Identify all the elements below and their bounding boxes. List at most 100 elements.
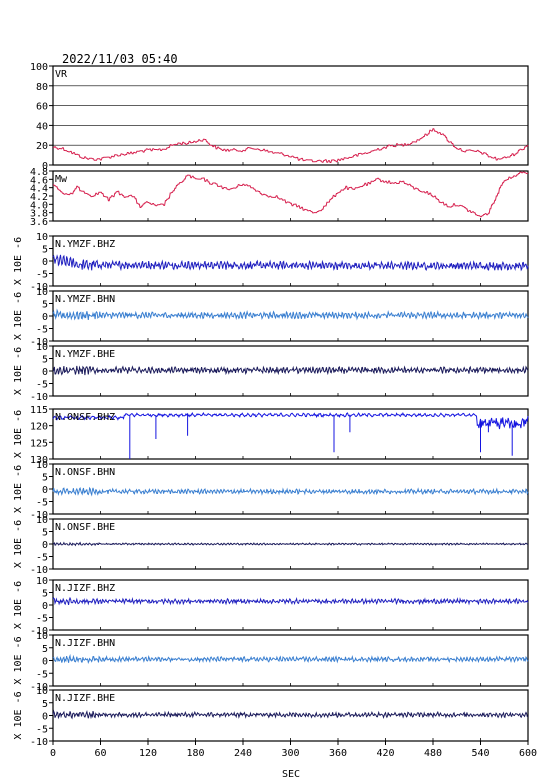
y-tick-label: 100 xyxy=(30,62,48,73)
y-tick-label: 0 xyxy=(42,485,48,496)
y-tick-label: 10 xyxy=(36,631,48,642)
x-tick-label: 180 xyxy=(186,748,204,759)
figure-timestamp: 2022/11/03 05:40 xyxy=(62,52,178,66)
x-tick-label: 420 xyxy=(376,748,394,759)
y-tick-label: 4.2 xyxy=(30,192,48,203)
panel-10: 10 5 0-5 -10 N.JIZF.BHE X 10E -6 xyxy=(13,686,529,748)
y-tick-label: -5 xyxy=(36,553,48,564)
y-tick-label: -10 xyxy=(30,565,48,576)
y-tick-label: 5 xyxy=(42,589,48,600)
unit-label: X 10E -6 xyxy=(13,636,24,684)
y-tick-label: -5 xyxy=(36,498,48,509)
panel-title: VR xyxy=(55,69,68,80)
y-tick-label: 5 xyxy=(42,355,48,366)
y-tick-label: -5 xyxy=(36,380,48,391)
y-tick-label: -5 xyxy=(36,614,48,625)
x-tick-label: 480 xyxy=(424,748,442,759)
y-tick-label: 125 xyxy=(30,438,48,449)
panel-frame xyxy=(52,65,529,166)
unit-label: X 10E -6 xyxy=(13,691,24,739)
x-tick-label: 60 xyxy=(94,748,106,759)
y-tick-label: 0 xyxy=(42,367,48,378)
series-line xyxy=(52,254,529,272)
y-tick-label: 4.8 xyxy=(30,167,48,178)
y-tick-label: 5 xyxy=(42,644,48,655)
y-tick-label: 10 xyxy=(36,460,48,471)
y-tick-label: 5 xyxy=(42,528,48,539)
y-tick-label: 10 xyxy=(36,686,48,697)
panel-3: 10 50 -5-10 N.YMZF.BHN X 10E -6 xyxy=(13,287,529,348)
y-tick-label: 4.6 xyxy=(30,175,48,186)
y-tick-label: -5 xyxy=(36,724,48,735)
panel-8: 10 50 -5-10 N.JIZF.BHZ X 10E -6 xyxy=(13,576,529,637)
series-line xyxy=(52,486,529,497)
y-tick-label: 20 xyxy=(36,141,48,152)
unit-label: X 10E -6 xyxy=(13,581,24,629)
panel-2: 10 50 -5-10 N.YMZF.BHZ X 10E -6 xyxy=(13,232,529,293)
series-line xyxy=(52,308,529,321)
y-tick-label: -10 xyxy=(30,626,48,637)
y-tick-label: 0 xyxy=(42,657,48,668)
series-line xyxy=(52,365,529,376)
y-tick-label: 10 xyxy=(36,576,48,587)
station-label: N.JIZF.BHE xyxy=(55,693,115,704)
panel-frame xyxy=(52,235,529,287)
y-tick-label: 130 xyxy=(30,455,48,466)
panel-title: Mw xyxy=(55,174,68,185)
y-tick-label: 5 xyxy=(42,473,48,484)
y-tick-label: -10 xyxy=(30,737,48,748)
y-tick-label: -10 xyxy=(30,337,48,348)
panel-7: 10 50 -5-10 N.ONSF.BHE X 10E -6 xyxy=(13,515,529,576)
station-label: N.YMZF.BHN xyxy=(55,294,115,305)
station-label: N.ONSF.BHE xyxy=(55,522,115,533)
y-tick-label: -10 xyxy=(30,682,48,693)
unit-label: X 10E -6 xyxy=(13,237,24,285)
unit-label: X 10E -6 xyxy=(13,410,24,458)
series-line xyxy=(52,596,529,606)
y-tick-label: 0 xyxy=(42,257,48,268)
y-tick-label: 5 xyxy=(42,300,48,311)
station-label: N.JIZF.BHZ xyxy=(55,583,115,594)
series-line xyxy=(52,653,529,664)
panel-frame xyxy=(52,170,529,222)
panel-4: 10 50 -5-10 N.YMZF.BHE X 10E -6 xyxy=(13,342,529,403)
station-label: N.YMZF.BHZ xyxy=(55,239,115,250)
y-tick-label: 10 xyxy=(36,232,48,243)
y-tick-label: -5 xyxy=(36,270,48,281)
unit-label: X 10E -6 xyxy=(13,465,24,513)
y-tick-label: 0 xyxy=(42,601,48,612)
x-tick-label: 540 xyxy=(471,748,489,759)
x-tick-label: 120 xyxy=(139,748,157,759)
y-tick-label: 4.0 xyxy=(30,200,48,211)
y-tick-label: 80 xyxy=(36,82,48,93)
panel-6: 10 50 -5-10 N.ONSF.BHN X 10E -6 xyxy=(13,460,529,521)
y-tick-label: 115 xyxy=(30,405,48,416)
y-tick-label: 5 xyxy=(42,699,48,710)
panel-frame xyxy=(52,463,529,515)
x-tick-label: 360 xyxy=(329,748,347,759)
x-tick-label: 600 xyxy=(519,748,537,759)
y-tick-label: -10 xyxy=(30,282,48,293)
y-tick-label: 40 xyxy=(36,121,48,132)
y-tick-label: 10 xyxy=(36,342,48,353)
station-label: N.ONSF.BHZ xyxy=(55,412,115,423)
y-tick-label: -10 xyxy=(30,392,48,403)
panel-0: 100 80 60 40 20 0 VR xyxy=(30,62,529,172)
series-line xyxy=(52,709,529,720)
y-tick-label: 60 xyxy=(36,102,48,113)
y-tick-label: 0 xyxy=(42,161,48,172)
unit-label: X 10E -6 xyxy=(13,292,24,340)
panel-9: 10 5 0-5 -10 N.JIZF.BHN X 10E -6 xyxy=(13,631,529,693)
series-line xyxy=(52,411,529,459)
station-label: N.JIZF.BHN xyxy=(55,638,115,649)
x-tick-label: 240 xyxy=(234,748,252,759)
y-tick-label: -5 xyxy=(36,325,48,336)
x-axis: 0 60 120 180 240 300 360 420 480 540 600 xyxy=(50,741,537,759)
station-label: N.YMZF.BHE xyxy=(55,349,115,360)
panel-stack: 100806040200VR4.84.64.44.24.03.83.6Mw105… xyxy=(13,62,529,748)
y-tick-label: 0 xyxy=(42,540,48,551)
y-tick-label: -5 xyxy=(36,669,48,680)
series-line xyxy=(53,128,529,163)
y-tick-label: 3.8 xyxy=(30,209,48,220)
